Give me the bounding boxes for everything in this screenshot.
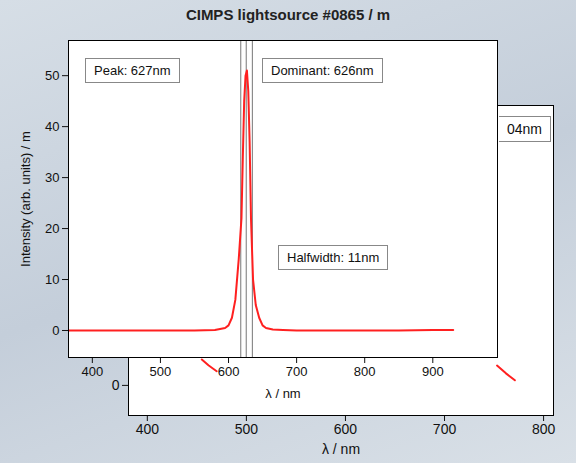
svg-text:800: 800 [354, 364, 376, 379]
svg-text:40: 40 [45, 119, 59, 134]
svg-text:900: 900 [422, 364, 444, 379]
html-text:Halfwidth: 11nm: Halfwidth: 11nm [287, 250, 380, 265]
svg-text:30: 30 [45, 170, 59, 185]
svg-text:400: 400 [136, 421, 160, 437]
html-text:CIMPS lightsource #0865 / m: CIMPS lightsource #0865 / m [185, 6, 391, 23]
svg-text:λ / nm: λ / nm [322, 441, 360, 457]
svg-text:800: 800 [532, 421, 556, 437]
svg-text:10: 10 [45, 272, 59, 287]
svg-text:Intensity (arb. units) / m: Intensity (arb. units) / m [18, 131, 33, 267]
svg-text:600: 600 [334, 421, 358, 437]
svg-text:400: 400 [81, 364, 103, 379]
html-text:Dominant: 626nm: Dominant: 626nm [271, 63, 374, 78]
html-text:Peak: 627nm: Peak: 627nm [94, 63, 171, 78]
svg-text:0: 0 [52, 323, 59, 338]
svg-text:700: 700 [433, 421, 457, 437]
svg-text:50: 50 [45, 68, 59, 83]
svg-text:λ / nm: λ / nm [265, 386, 300, 401]
svg-text:700: 700 [286, 364, 308, 379]
svg-text:20: 20 [45, 221, 59, 236]
svg-text:500: 500 [150, 364, 172, 379]
html-text:04nm: 04nm [507, 121, 542, 137]
svg-text:600: 600 [218, 364, 240, 379]
svg-text:500: 500 [235, 421, 259, 437]
svg-text:0: 0 [112, 377, 120, 393]
